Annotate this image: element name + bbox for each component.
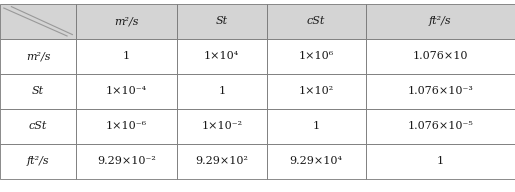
Text: 1×10⁻⁴: 1×10⁻⁴ (106, 86, 147, 96)
Bar (0, 4, 76, 39)
Bar (366, 39, 515, 74)
Bar (177, 74, 267, 109)
Text: 1.076×10⁻⁵: 1.076×10⁻⁵ (407, 121, 473, 131)
Bar (0, 39, 76, 74)
Text: m²/s: m²/s (26, 51, 50, 61)
Bar (76, 39, 177, 74)
Bar (76, 4, 177, 39)
Bar (0, 144, 76, 179)
Bar (267, 144, 366, 179)
Text: 1.076×10⁻³: 1.076×10⁻³ (407, 86, 473, 96)
Text: 1×10⁴: 1×10⁴ (204, 51, 239, 61)
Bar (267, 74, 366, 109)
Text: 9.29×10²: 9.29×10² (195, 156, 248, 166)
Text: St: St (32, 86, 44, 96)
Text: 1.076×10: 1.076×10 (413, 51, 468, 61)
Text: 1×10²: 1×10² (299, 86, 334, 96)
Text: St: St (216, 16, 228, 26)
Bar (0, 74, 76, 109)
Bar (366, 74, 515, 109)
Text: 1×10⁻²: 1×10⁻² (201, 121, 242, 131)
Bar (177, 109, 267, 144)
Bar (0, 109, 76, 144)
Bar (267, 109, 366, 144)
Text: 1: 1 (218, 86, 225, 96)
Bar (76, 144, 177, 179)
Text: 9.29×10⁴: 9.29×10⁴ (290, 156, 342, 166)
Text: 1×10⁶: 1×10⁶ (299, 51, 334, 61)
Bar (267, 39, 366, 74)
Text: 1: 1 (123, 51, 130, 61)
Text: m²/s: m²/s (114, 16, 139, 26)
Text: cSt: cSt (307, 16, 325, 26)
Text: cSt: cSt (29, 121, 47, 131)
Bar (267, 4, 366, 39)
Bar (76, 109, 177, 144)
Bar (366, 4, 515, 39)
Text: ft²/s: ft²/s (27, 156, 49, 166)
Bar (366, 144, 515, 179)
Bar (177, 39, 267, 74)
Bar (177, 144, 267, 179)
Text: 1×10⁻⁶: 1×10⁻⁶ (106, 121, 147, 131)
Bar (177, 4, 267, 39)
Text: ft²/s: ft²/s (429, 16, 452, 26)
Bar (76, 74, 177, 109)
Text: 1: 1 (313, 121, 320, 131)
Text: 1: 1 (437, 156, 444, 166)
Text: 9.29×10⁻²: 9.29×10⁻² (97, 156, 156, 166)
Bar (366, 109, 515, 144)
